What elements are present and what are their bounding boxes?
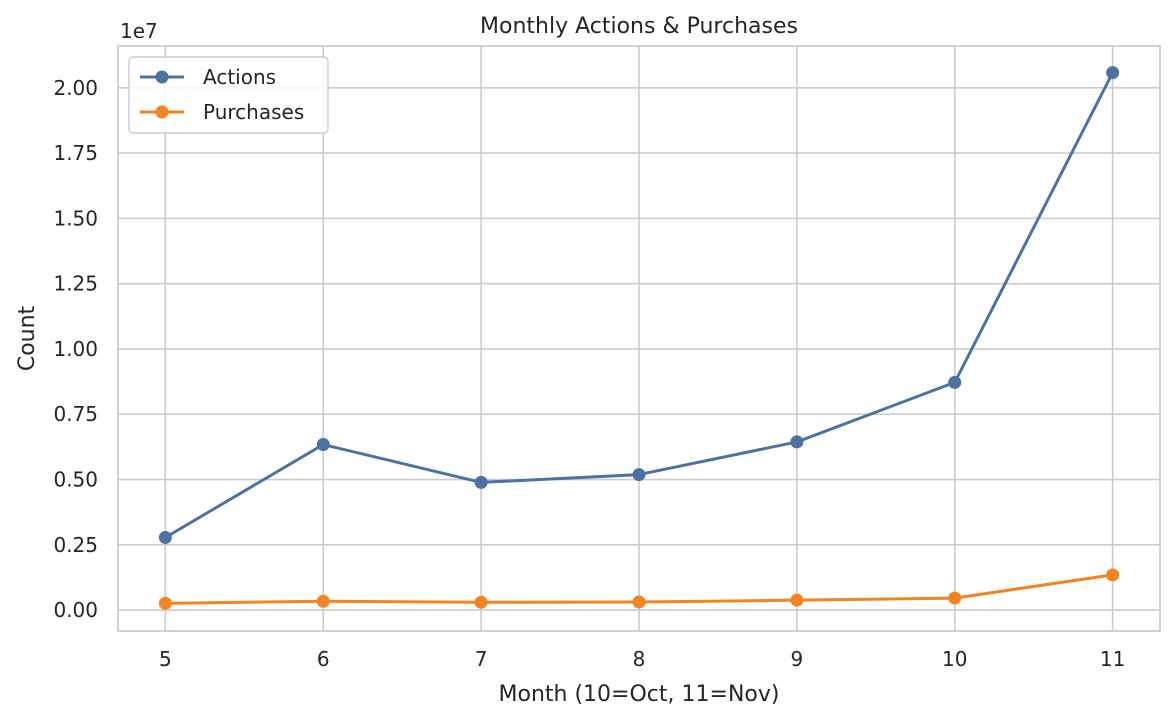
data-point	[474, 475, 488, 489]
plot-frame	[117, 45, 1161, 632]
legend-label: Actions	[203, 65, 276, 89]
y-tick-label: 0.00	[53, 598, 98, 622]
data-point	[158, 531, 172, 545]
tick-labels: 5 6 7 8 9 10 11 0.00 0.25 0.50 0.75 1.00 1.25 1.50 1.7…	[53, 76, 1125, 671]
y-tick-label: 2.00	[53, 76, 98, 100]
y-tick-label: 0.25	[53, 533, 98, 557]
x-tick-label: 7	[475, 647, 488, 671]
x-axis-title: Month (10=Oct, 11=Nov)	[499, 682, 780, 707]
x-tick-label: 5	[159, 647, 172, 671]
y-tick-label: 0.75	[53, 402, 98, 426]
grid	[118, 46, 1160, 631]
x-tick-label: 10	[942, 647, 967, 671]
data-point	[316, 594, 330, 608]
y-tick-label: 0.50	[53, 468, 98, 492]
data-point	[158, 596, 172, 610]
data-point	[948, 591, 962, 605]
data-point	[316, 438, 330, 452]
data-point	[1106, 66, 1120, 80]
series-layer	[158, 66, 1120, 610]
y-tick-label: 1.75	[53, 141, 98, 165]
legend-marker	[155, 70, 169, 84]
data-point	[632, 595, 646, 609]
x-tick-label: 6	[317, 647, 330, 671]
legend: Actions Purchases	[128, 56, 329, 134]
series-purchases	[158, 568, 1120, 610]
data-point	[1106, 568, 1120, 582]
legend-label: Purchases	[203, 100, 304, 124]
x-tick-label: 9	[791, 647, 804, 671]
y-axis-title: Count	[15, 305, 40, 371]
y-axis-offset-label: 1e7	[120, 19, 158, 43]
x-tick-label: 8	[633, 647, 646, 671]
y-tick-label: 1.00	[53, 337, 98, 361]
data-point	[474, 595, 488, 609]
data-point	[790, 435, 804, 449]
y-tick-label: 1.50	[53, 206, 98, 230]
legend-marker	[155, 105, 169, 119]
data-point	[632, 468, 646, 482]
chart-title: Monthly Actions & Purchases	[480, 14, 798, 39]
data-point	[948, 375, 962, 389]
data-point	[790, 593, 804, 607]
y-tick-label: 1.25	[53, 272, 98, 296]
series-actions	[158, 66, 1120, 545]
x-tick-label: 11	[1100, 647, 1125, 671]
